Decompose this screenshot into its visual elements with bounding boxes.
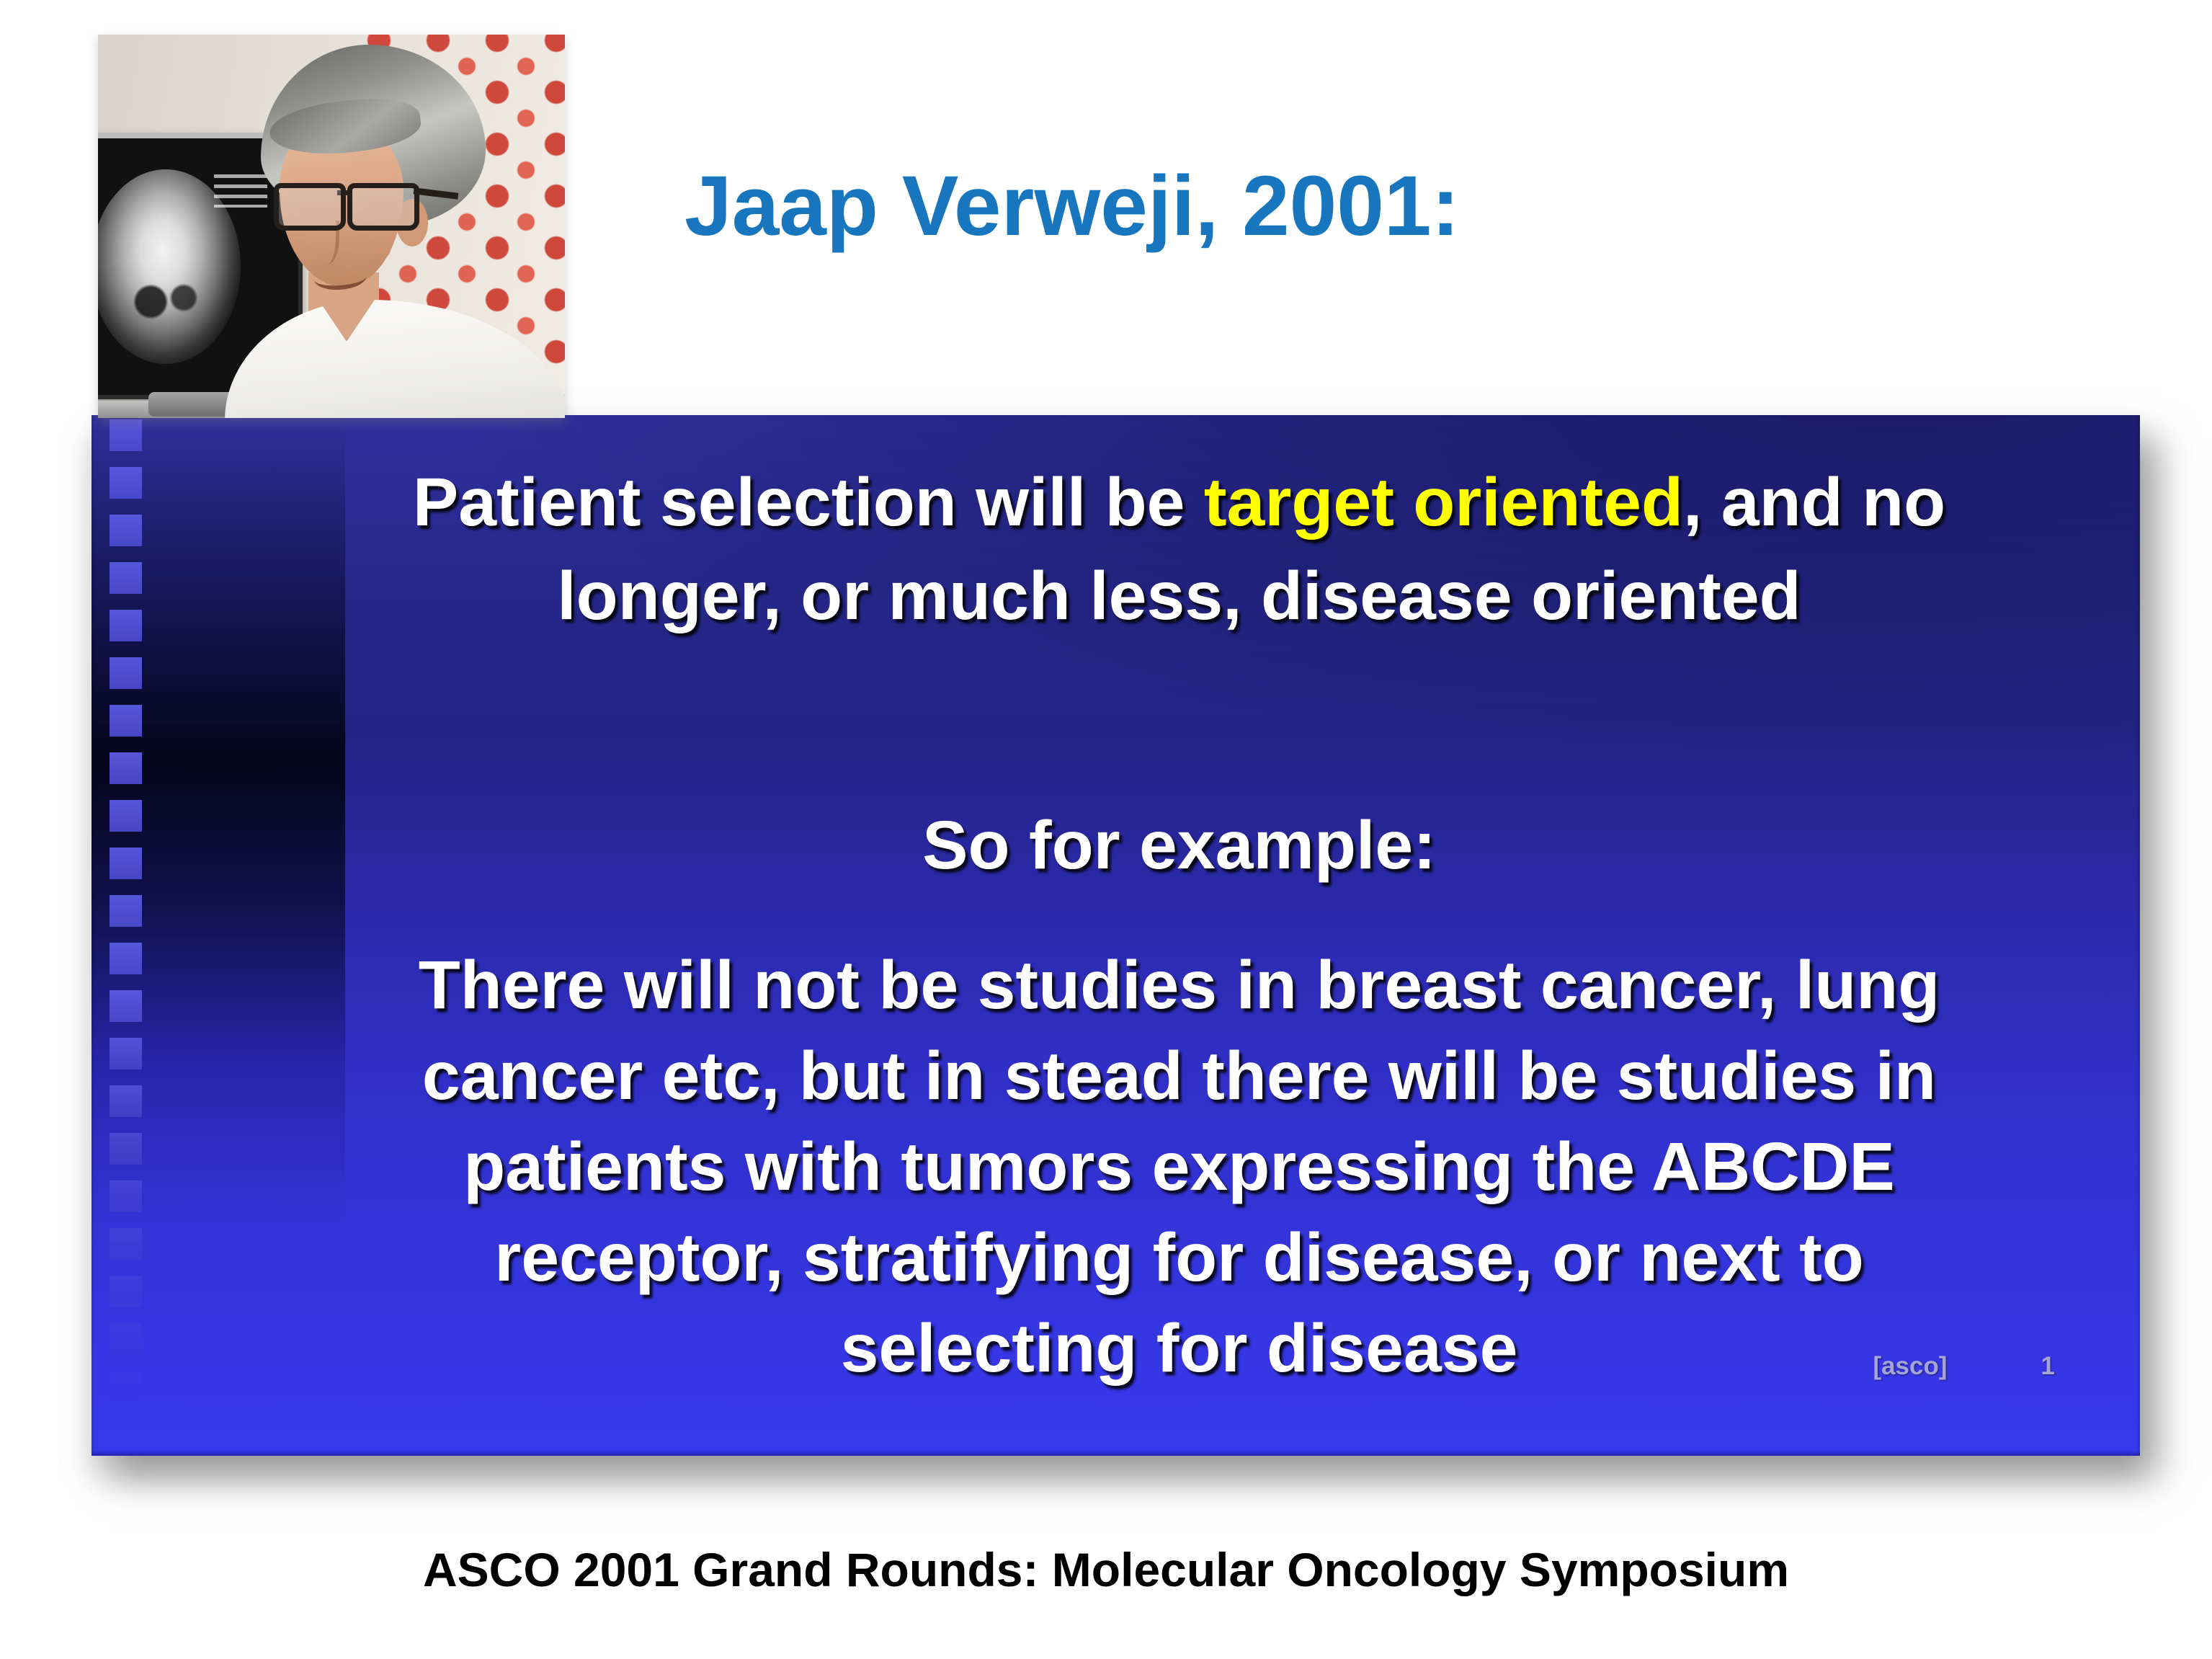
slide-footer: [asco] 1 [1873,1352,2055,1381]
slide-body-line: receptor, stratifying for disease, or ne… [494,1219,1864,1296]
heading-text-post: , and no [1683,464,1946,541]
slide-heading-line2: longer, or much less, disease oriented [557,558,1801,634]
asco-watermark: [asco] [1873,1352,1948,1380]
glasses-icon [274,183,461,231]
slide-heading-line1: Patient selection will be target oriente… [249,455,2110,549]
slide-body-line: selecting for disease [840,1310,1518,1387]
bottom-caption: ASCO 2001 Grand Rounds: Molecular Oncolo… [422,1543,1790,1596]
filmstrip-squares [110,419,142,1440]
slide-body-line: cancer etc, but in stead there will be s… [422,1038,1937,1114]
slide-heading: Patient selection will be target oriente… [249,455,2110,643]
embedded-quote-slide: Patient selection will be target oriente… [92,415,2140,1456]
page-title: Jaap Verweji, 2001: [684,159,1460,254]
heading-highlight: target oriented [1203,464,1684,541]
doctor-nose [317,221,339,265]
slide-subheading: So for example: [922,807,1436,884]
portrait-photo [98,35,565,418]
glasses-right-lens [347,183,419,231]
slide-page-number: 1 [2041,1352,2055,1380]
glasses-left-lens [274,183,346,231]
ct-overlay-text [214,174,268,208]
heading-text-pre: Patient selection will be [412,464,1204,541]
slide-body-line: patients with tumors expressing the ABCD… [463,1129,1895,1205]
slide-body-line: There will not be studies in breast canc… [418,947,1940,1023]
slide-body: There will not be studies in breast canc… [249,940,2110,1394]
